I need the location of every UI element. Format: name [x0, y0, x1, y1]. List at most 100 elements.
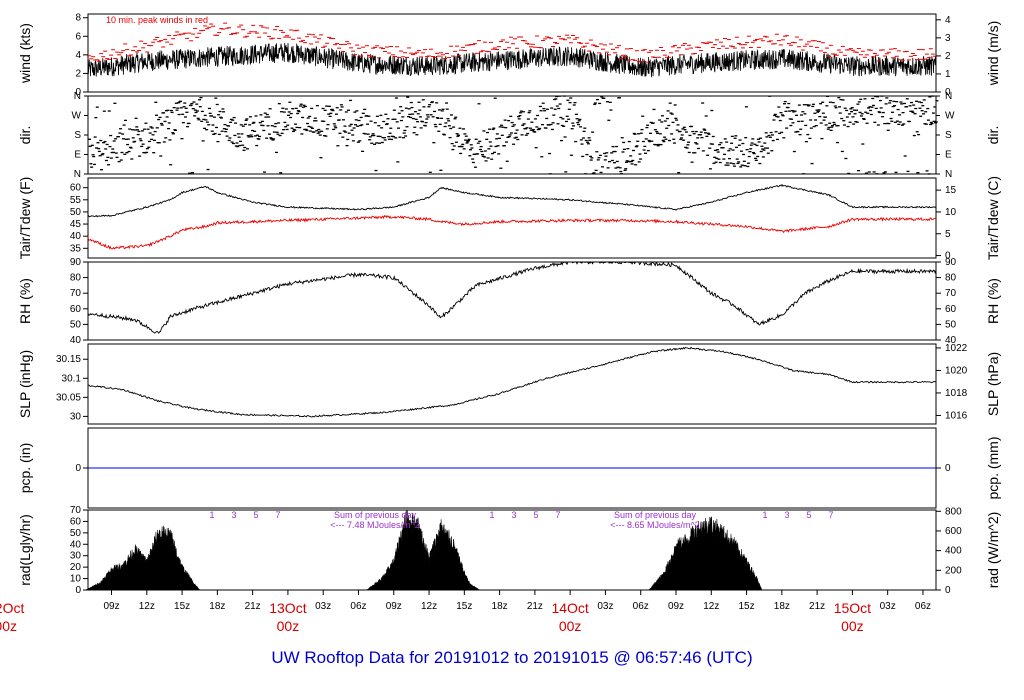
direction-point: [360, 124, 364, 126]
direction-point: [159, 155, 163, 157]
direction-point: [850, 111, 854, 113]
direction-point: [768, 136, 772, 138]
direction-point: [664, 138, 668, 140]
direction-point: [862, 117, 866, 120]
direction-point: [614, 167, 618, 169]
direction-points: [88, 95, 939, 175]
direction-point: [248, 124, 252, 126]
direction-point: [292, 128, 296, 131]
direction-point: [277, 103, 281, 105]
direction-point: [282, 128, 286, 131]
direction-point: [145, 151, 149, 154]
hour-mark-label: 7: [275, 510, 280, 520]
direction-point: [101, 153, 105, 155]
direction-point: [158, 116, 162, 119]
direction-point: [817, 109, 821, 111]
direction-point: [221, 108, 225, 110]
direction-point: [801, 111, 805, 113]
direction-point: [713, 156, 717, 158]
direction-point: [246, 135, 250, 137]
direction-point: [342, 119, 346, 121]
direction-point: [615, 160, 619, 163]
direction-point: [683, 129, 687, 131]
direction-point: [792, 150, 796, 153]
direction-point: [608, 101, 612, 103]
direction-point: [457, 145, 461, 148]
direction-point: [752, 152, 756, 155]
direction-point: [602, 97, 606, 99]
direction-point: [925, 170, 929, 172]
direction-point: [507, 135, 511, 138]
direction-point: [401, 137, 405, 139]
y-tick-label-right: 70: [945, 288, 957, 299]
direction-point: [733, 137, 737, 139]
direction-point: [808, 137, 812, 140]
direction-point: [421, 99, 425, 101]
direction-point: [246, 148, 250, 150]
direction-point: [933, 106, 937, 108]
direction-point: [922, 113, 926, 115]
direction-point: [658, 133, 662, 135]
x-tick-label: 12z: [139, 601, 155, 612]
direction-point: [300, 133, 304, 135]
daily-sum-label: Sum of previous day: [334, 510, 417, 520]
direction-point: [498, 126, 502, 128]
y-tick-label-left: 2: [75, 68, 81, 79]
direction-point: [269, 137, 273, 139]
direction-point: [412, 132, 416, 134]
direction-point: [117, 160, 121, 163]
direction-point: [772, 119, 776, 121]
direction-point: [413, 126, 417, 128]
direction-point: [598, 102, 602, 105]
direction-point: [548, 173, 552, 175]
direction-point: [483, 150, 487, 152]
direction-point: [119, 159, 123, 161]
direction-point: [304, 128, 308, 131]
direction-point: [845, 116, 849, 118]
direction-point: [760, 145, 764, 147]
direction-point: [763, 147, 767, 149]
direction-point: [488, 141, 492, 143]
direction-point: [723, 138, 727, 140]
direction-point: [476, 153, 480, 155]
y-tick-label-right: 40: [945, 335, 957, 346]
direction-point: [695, 143, 699, 145]
direction-point: [849, 108, 853, 110]
direction-point: [365, 115, 369, 117]
direction-point: [95, 147, 99, 149]
direction-point: [759, 137, 763, 139]
direction-point: [501, 126, 505, 128]
direction-point: [560, 139, 564, 142]
direction-point: [500, 134, 504, 136]
direction-point: [438, 123, 442, 125]
direction-point: [811, 103, 815, 105]
direction-point: [873, 121, 877, 123]
direction-point: [98, 155, 102, 157]
direction-point: [732, 163, 736, 165]
direction-point: [466, 141, 470, 143]
direction-point: [507, 119, 511, 122]
direction-point: [821, 112, 825, 114]
y-axis-label-right: pcp. (mm): [985, 437, 1001, 500]
direction-point: [671, 121, 675, 124]
direction-point: [154, 101, 158, 103]
direction-point: [653, 129, 657, 131]
direction-point: [415, 134, 419, 136]
direction-point: [929, 123, 933, 126]
direction-point: [632, 149, 636, 152]
direction-point: [837, 96, 841, 99]
solar-radiation-area: [85, 525, 201, 591]
direction-point: [724, 164, 728, 166]
direction-point: [89, 163, 93, 165]
x-tick-label: 06z: [350, 601, 366, 612]
direction-point: [294, 123, 298, 125]
direction-point: [576, 123, 580, 126]
direction-point: [520, 134, 524, 136]
direction-point: [761, 156, 765, 158]
direction-point: [148, 132, 152, 134]
direction-point: [798, 133, 802, 136]
direction-point: [140, 130, 144, 132]
direction-point: [463, 133, 467, 135]
direction-point: [231, 142, 235, 145]
direction-point: [631, 159, 635, 162]
